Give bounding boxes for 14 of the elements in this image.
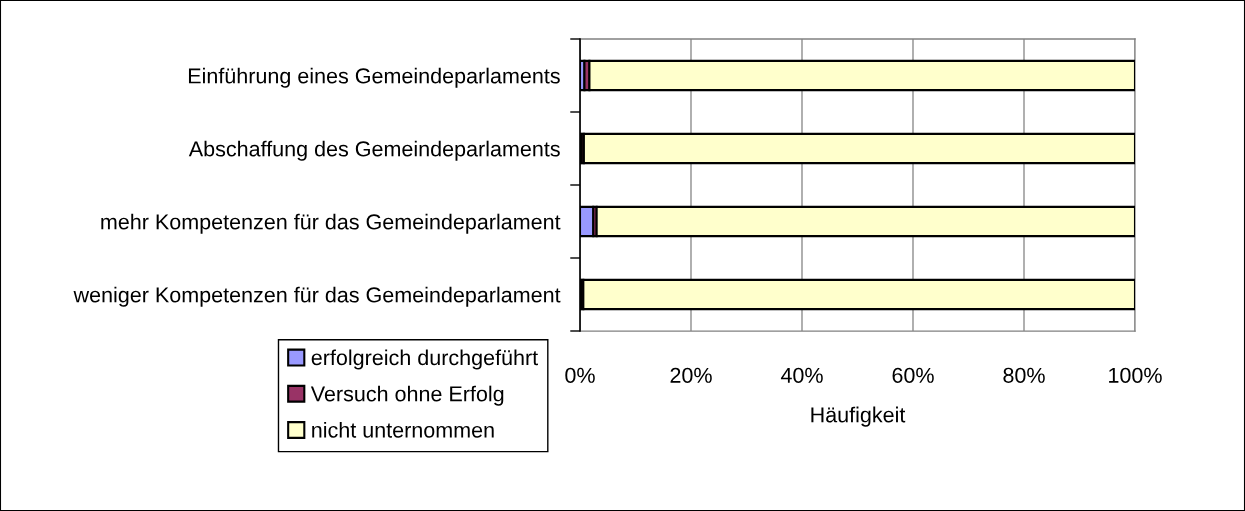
x-tick-label: 60% (892, 367, 934, 383)
y-tick-label: Abschaffung des Gemeindeparlaments (188, 140, 560, 161)
y-tick-label: mehr Kompetenzen für das Gemeindeparlament (101, 213, 561, 234)
legend-label: erfolgreich durchgeführt (311, 349, 538, 370)
y-tick-label: Einführung eines Gemeindeparlaments (188, 67, 560, 88)
legend-label: nicht unternommen (312, 421, 494, 438)
y-tick-label: weniger Kompetenzen für das Gemeindeparlament (73, 286, 561, 307)
x-tick-label: 40% (780, 367, 823, 383)
x-tick-label: 80% (1003, 367, 1045, 383)
x-tick-label: 20% (670, 367, 712, 383)
x-tick-label: 100% (1109, 367, 1162, 383)
x-tick-label: 0% (565, 367, 595, 383)
legend-label: Versuch ohne Erfolg (310, 385, 504, 406)
x-axis-title: Häufigkeit (811, 406, 906, 427)
